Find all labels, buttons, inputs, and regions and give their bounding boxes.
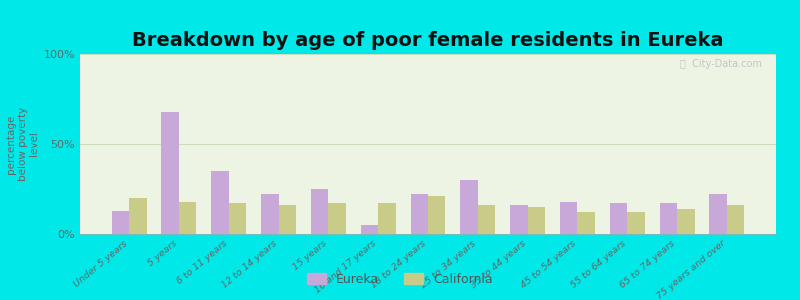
Bar bbox=[229, 203, 246, 234]
Bar bbox=[677, 209, 694, 234]
Bar bbox=[162, 112, 179, 234]
Bar bbox=[510, 205, 528, 234]
Bar bbox=[610, 203, 627, 234]
Bar bbox=[428, 196, 446, 234]
Bar bbox=[328, 203, 346, 234]
Bar bbox=[112, 211, 129, 234]
Bar bbox=[410, 194, 428, 234]
Bar bbox=[311, 189, 328, 234]
Bar bbox=[211, 171, 229, 234]
Bar bbox=[727, 205, 744, 234]
Y-axis label: percentage
below poverty
level: percentage below poverty level bbox=[6, 107, 39, 181]
Bar bbox=[660, 203, 677, 234]
Legend: Eureka, California: Eureka, California bbox=[302, 268, 498, 291]
Bar bbox=[478, 205, 495, 234]
Bar bbox=[627, 212, 645, 234]
Bar bbox=[261, 194, 278, 234]
Bar bbox=[710, 194, 727, 234]
Text: ⓘ  City-Data.com: ⓘ City-Data.com bbox=[680, 59, 762, 69]
Bar bbox=[278, 205, 296, 234]
Bar bbox=[528, 207, 545, 234]
Bar bbox=[560, 202, 578, 234]
Bar bbox=[578, 212, 595, 234]
Bar bbox=[179, 202, 196, 234]
Title: Breakdown by age of poor female residents in Eureka: Breakdown by age of poor female resident… bbox=[132, 31, 724, 50]
Bar bbox=[129, 198, 146, 234]
Bar bbox=[361, 225, 378, 234]
Bar bbox=[378, 203, 396, 234]
Bar bbox=[460, 180, 478, 234]
